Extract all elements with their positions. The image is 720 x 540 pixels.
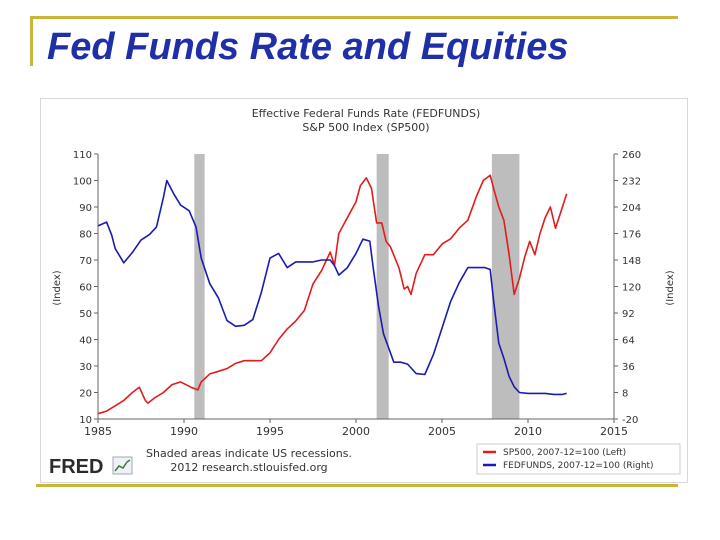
left-y-tick-label: 90: [79, 203, 92, 214]
legend-label-sp500: SP500, 2007-12=100 (Left): [503, 448, 626, 458]
source-note: 2012 research.stlouisfed.org: [170, 461, 327, 474]
right-y-tick-label: 176: [622, 230, 641, 241]
fred-chart-icon-line: [114, 459, 131, 472]
slide-frame-top: [30, 16, 678, 19]
x-tick-label: 2010: [514, 425, 542, 438]
left-y-tick-label: 30: [79, 362, 92, 373]
series-line-sp500: [97, 174, 568, 415]
fred-chart-icon: [112, 456, 133, 475]
right-y-tick-label: 64: [622, 336, 635, 347]
slide-frame-bottom: [36, 484, 678, 487]
left-y-tick-label: 70: [79, 256, 92, 267]
right-y-tick-label: 36: [622, 362, 635, 373]
left-axis-label: (Index): [52, 270, 63, 305]
legend-box: [476, 443, 681, 475]
left-y-tick-label: 80: [79, 230, 92, 241]
right-axis-label: (Index): [665, 270, 676, 305]
recession-band: [376, 154, 389, 419]
x-tick-label: 2005: [428, 425, 456, 438]
recession-band: [194, 154, 205, 419]
recession-note: Shaded areas indicate US recessions.: [146, 447, 352, 460]
series-layer: [97, 174, 568, 415]
left-y-tick-label: 100: [73, 177, 92, 188]
chart-subtitle: S&P 500 Index (SP500): [302, 121, 429, 134]
left-y-tick-label: 10: [79, 415, 92, 426]
slide-frame-left: [30, 16, 33, 66]
tick-layer: 10 20 30 40 50 60 70 80 90 100 110 -20 8 36 64 92 120 148…: [73, 150, 641, 438]
fred-logo-text: FRED: [49, 456, 103, 478]
x-tick-label: 1995: [256, 425, 284, 438]
right-y-tick-label: 232: [622, 177, 641, 188]
x-tick-label: 2015: [600, 425, 628, 438]
right-y-tick-label: -20: [622, 415, 638, 426]
left-y-tick-label: 60: [79, 283, 92, 294]
x-tick-label: 1990: [170, 425, 198, 438]
recession-band: [491, 154, 520, 419]
series-line-fedfunds: [97, 179, 567, 396]
axis-layer: [97, 154, 615, 420]
x-tick-label: 1985: [84, 425, 112, 438]
recession-layer: [194, 154, 520, 419]
right-y-tick-label: 8: [622, 389, 628, 400]
left-y-tick-label: 50: [79, 309, 92, 320]
right-y-tick-label: 204: [622, 203, 641, 214]
left-y-tick-label: 110: [73, 150, 92, 161]
chart-title: Effective Federal Funds Rate (FEDFUNDS): [252, 107, 481, 120]
right-y-tick-label: 148: [622, 256, 641, 267]
left-y-tick-label: 20: [79, 389, 92, 400]
fred-logo: FRED: [49, 456, 133, 478]
right-y-tick-label: 120: [622, 283, 641, 294]
right-y-tick-label: 92: [622, 309, 635, 320]
right-y-tick-label: 260: [622, 150, 641, 161]
left-y-tick-label: 40: [79, 336, 92, 347]
x-tick-label: 2000: [342, 425, 370, 438]
slide-title: Fed Funds Rate and Equities: [47, 26, 569, 68]
chart-legend: SP500, 2007-12=100 (Left) FEDFUNDS, 2007…: [476, 443, 681, 475]
legend-label-fedfunds: FEDFUNDS, 2007-12=100 (Right): [503, 461, 654, 471]
